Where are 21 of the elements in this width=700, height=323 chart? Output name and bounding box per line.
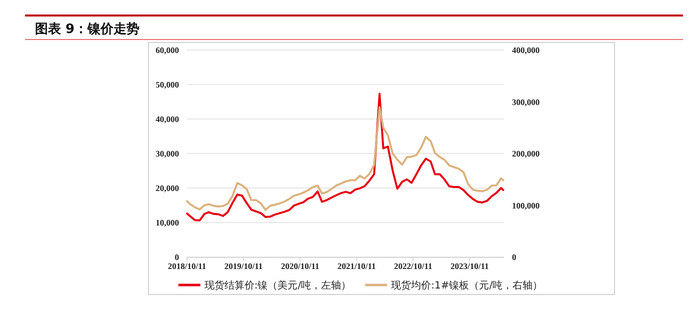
y2tick: 0 [512,252,516,262]
ytick: 40,000 [156,114,179,124]
ytick: 50,000 [156,80,179,90]
ytick: 30,000 [156,148,179,158]
y2tick: 400,000 [512,45,540,55]
y2tick: 100,000 [512,200,540,210]
xtick: 2019/10/11 [224,261,263,271]
legend-label: 现货结算价:镍（美元/吨，左轴） [204,280,352,292]
xtick: 2022/10/11 [394,261,432,271]
legend-label: 现货均价:1#镍板（元/吨，右轴） [391,280,543,292]
ytick: 0 [174,252,179,262]
title: 图表 9：镍价走势 [35,22,140,37]
xtick: 2023/10/11 [450,261,489,271]
xtick: 2018/10/11 [168,261,206,271]
y2tick: 200,000 [512,148,540,158]
xtick: 2021/10/11 [338,261,376,271]
ytick: 10,000 [156,218,179,228]
ytick: 60,000 [156,45,179,55]
ytick: 20,000 [156,183,179,193]
y2tick: 300,000 [512,96,540,107]
xtick: 2020/10/11 [281,261,320,271]
